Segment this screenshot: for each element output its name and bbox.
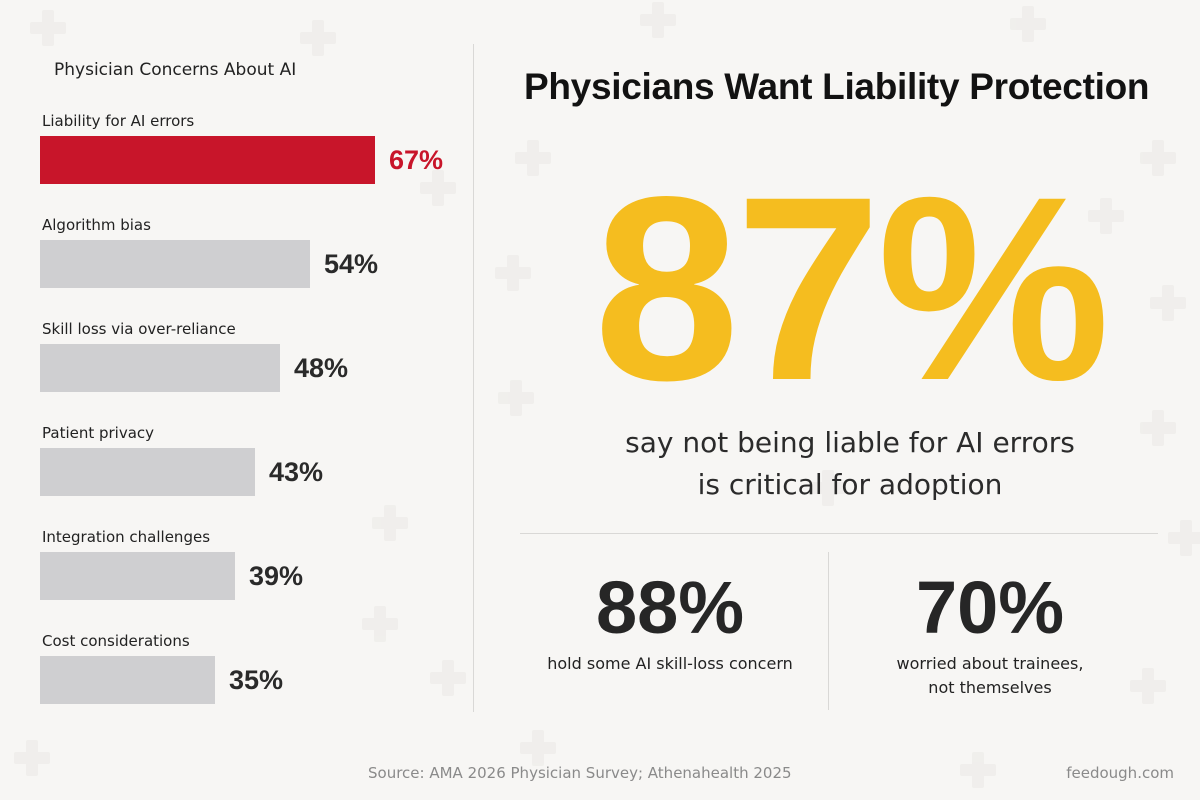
bar-value-label: 39% (249, 561, 304, 591)
trainee-stat: 70% worried about trainees, not themselv… (840, 566, 1140, 700)
stats-divider (828, 552, 829, 710)
bar-group: Cost considerations 35% (40, 632, 460, 736)
bar-value-label: 43% (269, 457, 324, 487)
chart-title: Physician Concerns About AI (54, 60, 297, 80)
bar-group: Algorithm bias 54% (40, 216, 460, 320)
big-stat-caption-line2: is critical for adoption (697, 468, 1003, 501)
bar-label: Liability for AI errors (42, 112, 195, 130)
trainee-stat-caption-line2: not themselves (928, 678, 1052, 697)
bar-group: Liability for AI errors 67% (40, 112, 460, 216)
trainee-stat-caption: worried about trainees, not themselves (840, 652, 1140, 700)
bar-group: Integration challenges 39% (40, 528, 460, 632)
bar-value-label: 48% (294, 353, 349, 383)
skill-loss-stat-value: 88% (595, 566, 745, 649)
big-stat-caption: say not being liable for AI errors is cr… (540, 422, 1160, 506)
bar (40, 448, 255, 496)
vertical-divider (473, 44, 474, 712)
skill-loss-stat: 88% hold some AI skill-loss concern (520, 566, 820, 676)
trainee-stat-caption-line1: worried about trainees, (896, 654, 1084, 673)
bar (40, 136, 375, 184)
bar-value-label: 54% (324, 249, 379, 279)
bar (40, 656, 215, 704)
bar-group: Patient privacy 43% (40, 424, 460, 528)
concerns-bar-chart: Physician Concerns About AI Liability fo… (40, 56, 460, 726)
bar-label: Algorithm bias (42, 216, 151, 234)
skill-loss-stat-caption: hold some AI skill-loss concern (520, 652, 820, 676)
bar-label: Integration challenges (42, 528, 211, 546)
bar (40, 552, 235, 600)
bar-value-label: 35% (229, 665, 284, 695)
bar (40, 344, 280, 392)
bar-label: Skill loss via over-reliance (42, 320, 236, 338)
source-note: Source: AMA 2026 Physician Survey; Athen… (368, 764, 792, 782)
bar-group: Skill loss via over-reliance 48% (40, 320, 460, 424)
big-stat-caption-line1: say not being liable for AI errors (625, 426, 1075, 459)
skill-loss-stat-caption-line1: hold some AI skill-loss concern (547, 654, 793, 673)
bar-label: Patient privacy (42, 424, 155, 442)
bar (40, 240, 310, 288)
bar-label: Cost considerations (42, 632, 190, 650)
bar-value-label: 67% (389, 145, 444, 175)
headline: Physicians Want Liability Protection (524, 66, 1150, 107)
horizontal-divider (520, 533, 1158, 534)
site-credit: feedough.com (1066, 764, 1174, 782)
trainee-stat-value: 70% (915, 566, 1065, 649)
big-stat-value: 87% (593, 142, 1110, 435)
